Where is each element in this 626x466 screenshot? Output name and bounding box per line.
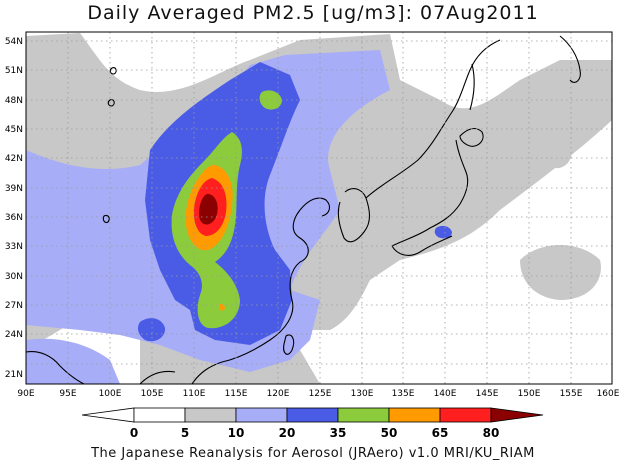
- lon-tick-label: 95E: [59, 389, 76, 399]
- lat-tick-label: 45N: [5, 125, 23, 135]
- contour-35-50-north-blob: [259, 90, 282, 110]
- colorbar-label: 65: [432, 426, 449, 440]
- lon-tick-label: 150E: [518, 389, 541, 399]
- colorbar-right-triangle: [490, 407, 544, 423]
- colorbar-segment-35-50: [337, 407, 390, 423]
- colorbar-label: 10: [228, 426, 245, 440]
- lat-tick-label: 42N: [5, 154, 23, 164]
- map-frame: [25, 31, 613, 385]
- colorbar-label: 5: [181, 426, 189, 440]
- colorbar-label: 0: [130, 426, 138, 440]
- contour-10-20-west-blob: [26, 236, 91, 297]
- colorbar-segment-50-65: [388, 407, 441, 423]
- lat-tick-label: 51N: [5, 66, 23, 76]
- lat-tick-label: 39N: [5, 184, 23, 194]
- coastline-southeast: [139, 370, 176, 384]
- coastline-taiwan: [283, 334, 295, 355]
- coastline-sakhalin: [469, 63, 475, 111]
- contour-65-80-south-dot: [219, 303, 225, 311]
- lon-tick-label: 140E: [434, 389, 457, 399]
- lon-tick-label: 145E: [476, 389, 499, 399]
- colorbar-label: 80: [483, 426, 500, 440]
- attribution-footer: The Japanese Reanalysis for Aerosol (JRA…: [91, 446, 535, 461]
- lon-tick-label: 105E: [141, 389, 164, 399]
- lat-axis: 54N 51N 48N 45N 42N 39N 36N 33N 30N 27N …: [5, 37, 23, 380]
- coastline-korea: [337, 188, 371, 243]
- coastline-russia-east: [365, 39, 501, 199]
- colorbar-label: 50: [381, 426, 398, 440]
- lon-tick-label: 160E: [597, 389, 620, 399]
- contour-above-80: [199, 193, 218, 225]
- map-grid: [26, 32, 612, 384]
- colorbar-label: 35: [330, 426, 347, 440]
- lon-tick-label: 110E: [183, 389, 206, 399]
- lat-tick-label: 33N: [5, 242, 23, 252]
- colorbar: [81, 407, 544, 423]
- coastline-bohai: [299, 197, 331, 217]
- lat-tick-label: 30N: [5, 272, 23, 282]
- colorbar-segment-10-20: [235, 407, 288, 423]
- contour-10-20-southwest: [26, 338, 120, 384]
- contour-20-35-southwest-blob: [137, 318, 166, 342]
- coastline-japan-south: [391, 235, 453, 256]
- lon-tick-label: 125E: [309, 389, 332, 399]
- coastline-indochina: [26, 351, 85, 384]
- colorbar-labels: 0 5 10 20 35 50 65 80: [130, 426, 500, 440]
- contour-5-10-pacific: [520, 245, 601, 300]
- map-title: Daily Averaged PM2.5 [ug/m3]: 07Aug2011: [87, 2, 539, 24]
- lon-tick-label: 90E: [17, 389, 34, 399]
- lon-tick-label: 130E: [351, 389, 374, 399]
- coastline-islands: [102, 67, 117, 224]
- pm25-contours: [26, 32, 612, 384]
- lon-tick-label: 135E: [392, 389, 415, 399]
- lat-tick-label: 24N: [5, 330, 23, 340]
- coastline-kamchatka: [559, 35, 581, 83]
- lat-tick-label: 54N: [5, 37, 23, 47]
- contour-5-10-east: [537, 135, 572, 169]
- lon-tick-label: 120E: [267, 389, 290, 399]
- lat-tick-label: 21N: [5, 370, 23, 380]
- colorbar-left-triangle: [81, 407, 135, 423]
- lat-tick-label: 27N: [5, 301, 23, 311]
- coastlines: [26, 35, 581, 384]
- colorbar-label: 20: [279, 426, 296, 440]
- coastline-japan-honshu: [391, 139, 469, 247]
- contour-20-35-japan: [434, 225, 452, 239]
- lon-tick-label: 115E: [225, 389, 248, 399]
- colorbar-segment-65-80: [439, 407, 492, 423]
- coastline-china: [191, 209, 309, 384]
- colorbar-segment-5-10: [133, 407, 186, 423]
- lon-axis: 90E 95E 100E 105E 110E 115E 120E 125E 13…: [17, 389, 619, 399]
- lat-tick-label: 36N: [5, 213, 23, 223]
- lon-tick-label: 100E: [99, 389, 122, 399]
- lat-tick-label: 48N: [5, 96, 23, 106]
- colorbar-segment-20-35: [286, 407, 339, 423]
- lon-tick-label: 155E: [560, 389, 583, 399]
- colorbar-segment-5-10: [184, 407, 237, 423]
